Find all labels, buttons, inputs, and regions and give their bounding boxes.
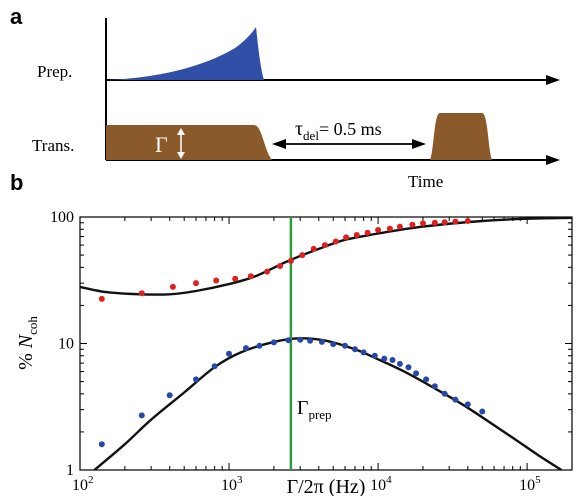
series-2-point [352, 346, 358, 353]
prep-pulse [106, 27, 264, 80]
trans-pulse-2 [430, 113, 492, 160]
series-1-point [213, 277, 220, 284]
series-1-point [375, 227, 382, 233]
series-2-point [193, 376, 199, 383]
y-tick-label: 100 [50, 209, 74, 226]
x-tick-label: 102 [72, 474, 94, 494]
x-tick-labels: 102 103 104 105 [72, 474, 541, 494]
series-2-point [452, 396, 459, 403]
panel-b-label: b [10, 170, 23, 195]
x-tick-label: 105 [519, 474, 541, 494]
plot-area: 102 103 104 105 1 10 100 Γprep Γ/2π (Hz) % Nc… [15, 209, 573, 496]
y-tick-label: 10 [58, 336, 74, 353]
series-2-point [413, 370, 420, 377]
series-1-point [138, 290, 145, 297]
prep-arrow-head [546, 75, 560, 85]
series-2-point [307, 337, 314, 344]
series-1-point [353, 232, 360, 238]
series-1-point [169, 283, 176, 290]
delay-arrow-left-head [272, 139, 286, 149]
series-2-point [330, 341, 337, 348]
series-1-point [287, 257, 294, 264]
series-1-point [396, 223, 403, 230]
series-1-point [247, 273, 254, 280]
series-1-point [232, 275, 239, 282]
series-2-point [396, 360, 403, 367]
time-axis-label: Time [408, 172, 443, 191]
plot-frame [79, 216, 573, 471]
series-2-point [166, 392, 173, 399]
series-1-point [193, 280, 199, 287]
series-2-point [98, 441, 105, 448]
series-1-point [420, 220, 426, 227]
panel-a-label: a [10, 4, 23, 29]
series-2-point [360, 349, 367, 356]
trans-pulse-1 [106, 125, 272, 160]
series-2-point [226, 350, 232, 357]
fit-curve-2 [93, 337, 563, 472]
series-1-point [299, 252, 306, 259]
series-2-point [423, 376, 430, 383]
series-2-point [318, 338, 325, 345]
y-tick-labels: 1 10 100 [50, 209, 74, 479]
series-1-point [409, 221, 416, 228]
series-2-point [405, 364, 412, 371]
prep-row-label: Prep. [37, 62, 72, 81]
x-axis-label: Γ/2π (Hz) [287, 476, 366, 496]
series-1-point [452, 218, 459, 225]
y-tick-label: 1 [66, 462, 74, 479]
gamma-prep-label: Γprep [297, 397, 332, 422]
series-2-point [297, 336, 304, 343]
series-2-point [342, 342, 348, 349]
series-1-point [332, 238, 339, 245]
y-axis-label: % Ncoh [15, 316, 40, 370]
x-tick-label: 104 [370, 474, 392, 494]
series-2-point [389, 357, 396, 363]
data-points [98, 218, 486, 448]
series-2-point [464, 401, 471, 408]
series-2-point [431, 383, 438, 390]
fit-curve-1 [79, 216, 573, 296]
series-2-point [211, 363, 218, 370]
gamma-label: Γ [155, 132, 168, 157]
series-1-point [431, 219, 438, 226]
delay-arrow-right-head [412, 139, 426, 149]
fit-curves [79, 216, 573, 472]
series-2-point [371, 352, 378, 359]
series-1-point [386, 225, 393, 232]
series-1-point [364, 229, 371, 236]
series-2-point [285, 337, 292, 344]
series-2-point [479, 408, 486, 415]
series-1-point [264, 268, 271, 275]
series-1-point [343, 234, 350, 241]
x-tick-label: 103 [221, 474, 243, 494]
series-2-point [441, 390, 448, 397]
gamma-arrow-down [177, 152, 185, 159]
delay-label: τdel= 0.5 ms [295, 118, 382, 143]
series-2-point [243, 345, 249, 352]
series-2-point [381, 355, 388, 362]
series-2-point [256, 342, 263, 349]
series-1-point [441, 219, 448, 226]
series-1-point [277, 263, 284, 269]
series-2-point [138, 412, 145, 419]
series-1-point [321, 242, 328, 249]
trans-arrow-head [546, 155, 560, 165]
series-2-point [270, 339, 277, 346]
axis-ticks [79, 217, 573, 471]
series-1-point [98, 295, 105, 302]
series-1-point [310, 245, 317, 252]
gamma-arrow-up [177, 128, 185, 135]
trans-row: Trans. Γ τdel= 0.5 ms Time [32, 113, 560, 191]
series-1-point [464, 218, 471, 224]
trans-row-label: Trans. [32, 136, 74, 155]
